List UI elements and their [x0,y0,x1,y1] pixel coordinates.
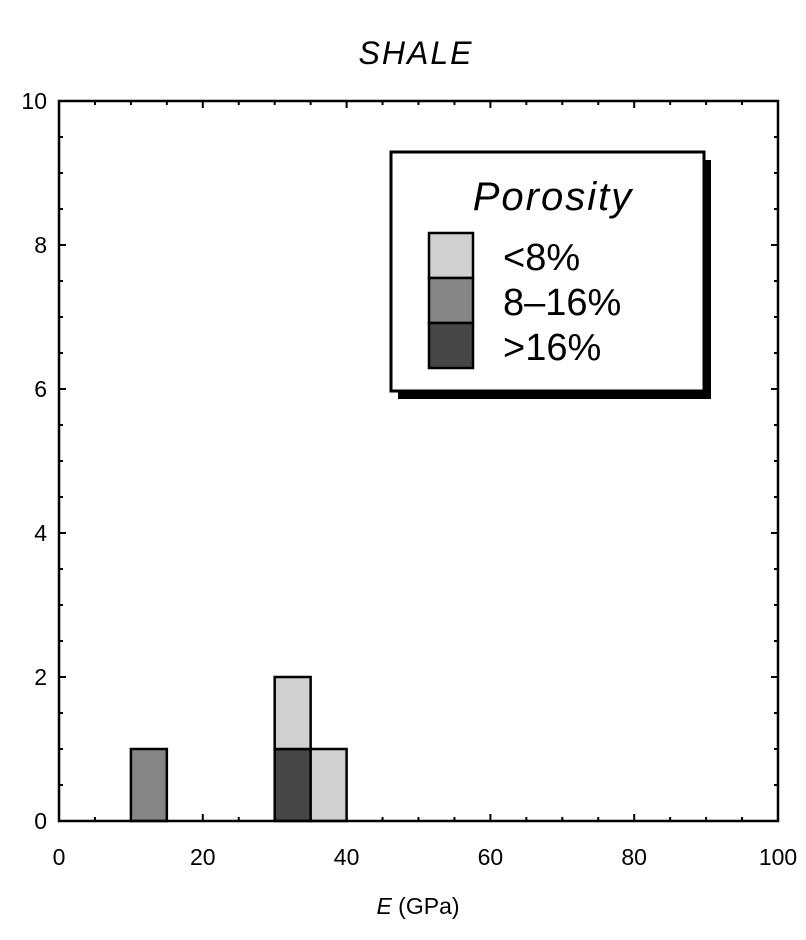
legend-label-lt-8pct: <8% [503,237,580,279]
legend-label-8-to-16pct: 8–16% [503,282,621,324]
bar-lt-8pct-35 [309,747,348,823]
y-tick-label: 4 [34,520,47,546]
y-tick-label: 6 [34,376,47,402]
plot-frame [57,99,780,823]
x-axis-label: E (GPa) [376,893,459,919]
chart-title: SHALE [359,35,474,71]
legend-items: <8%8–16%>16% [427,231,621,370]
x-tick-label: 0 [53,844,66,870]
x-tick-label: 60 [478,844,504,870]
legend-swatch-8-to-16pct [427,276,475,325]
legend-swatch-lt-8pct [427,231,475,280]
bars-layer [129,675,348,823]
x-tick-label: 80 [621,844,647,870]
legend-title: Porosity [473,175,634,219]
bar-lt-8pct-30 [273,675,312,751]
y-tick-label: 8 [34,232,47,258]
bar-8-to-16pct-10 [129,747,169,823]
x-tick-label: 100 [759,844,797,870]
bar-gt-16pct-30 [273,747,312,823]
x-axis-label-symbol: E [376,893,392,919]
x-axis-label-unit: (GPa) [392,893,460,919]
legend: Porosity <8%8–16%>16% [389,150,711,399]
y-tick-label: 10 [21,88,47,114]
x-tick-label: 40 [334,844,360,870]
legend-label-gt-16pct: >16% [503,327,601,369]
tick-labels-layer: 0 20 40 60 80 100 0 2 4 6 8 10 [21,88,797,870]
x-tick-label: 20 [190,844,216,870]
y-tick-label: 2 [34,664,47,690]
legend-swatch-gt-16pct [427,321,475,370]
y-tick-label: 0 [34,808,47,834]
